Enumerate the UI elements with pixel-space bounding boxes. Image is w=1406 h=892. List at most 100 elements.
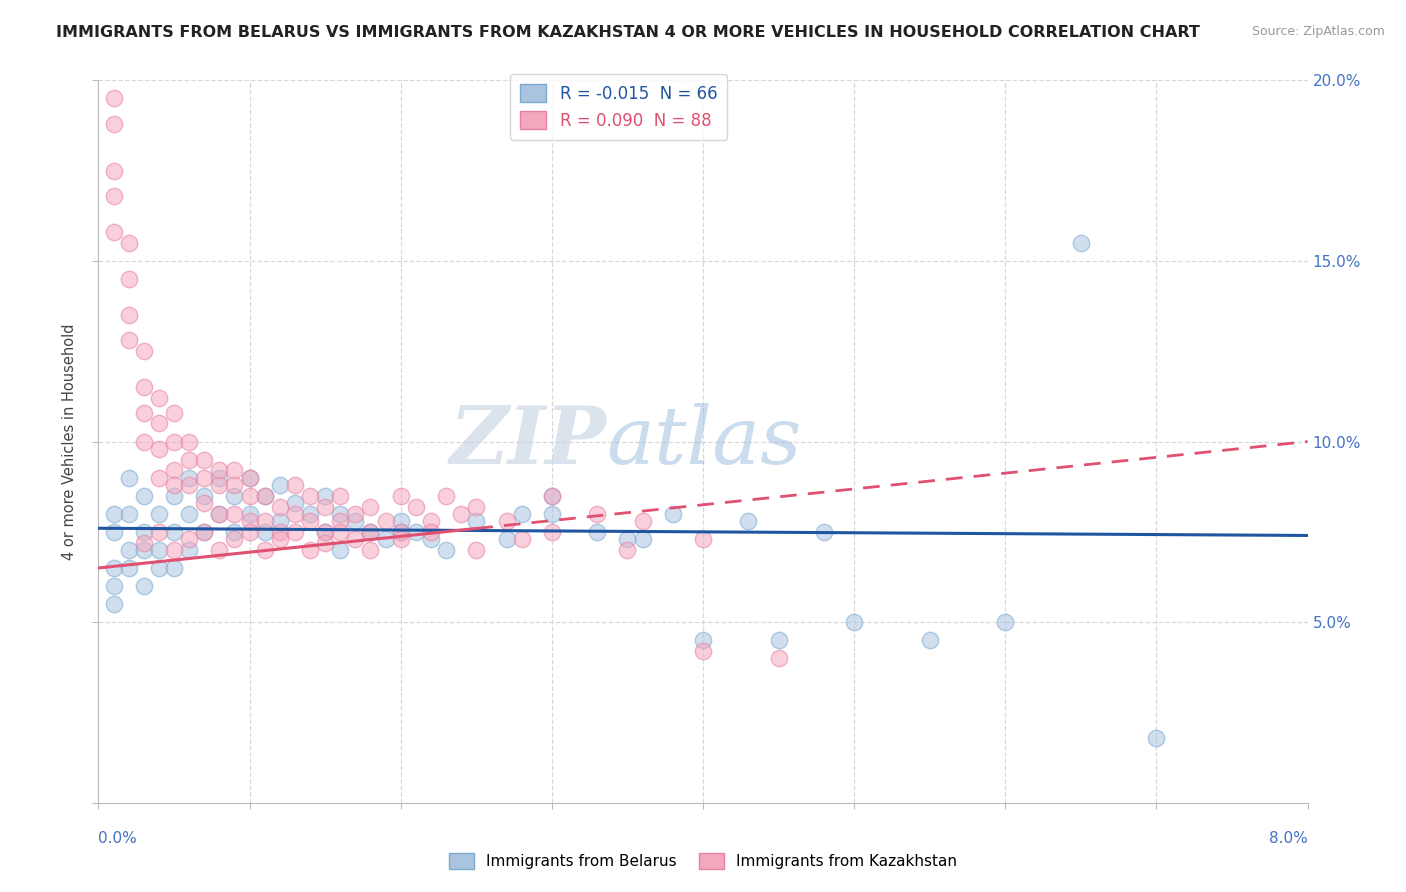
Point [465, 514, 488, 528]
Point [737, 514, 759, 528]
Point [132, 542, 155, 557]
Point [344, 507, 367, 521]
Point [631, 532, 654, 546]
Point [253, 489, 276, 503]
Point [148, 471, 170, 485]
Point [269, 478, 291, 492]
Point [118, 334, 141, 348]
Point [132, 535, 155, 549]
Point [224, 478, 246, 492]
Point [179, 434, 201, 449]
Point [329, 507, 352, 521]
Point [239, 507, 262, 521]
Point [224, 463, 246, 477]
Point [405, 500, 427, 514]
Point [163, 463, 186, 477]
Point [103, 189, 125, 203]
Point [389, 524, 412, 539]
Point [269, 514, 291, 528]
Point [239, 471, 262, 485]
Point [314, 524, 336, 539]
Point [208, 471, 231, 485]
Point [284, 507, 307, 521]
Point [132, 434, 155, 449]
Point [994, 615, 1017, 630]
Point [253, 514, 276, 528]
Point [284, 524, 307, 539]
Point [163, 489, 186, 503]
Point [163, 524, 186, 539]
Text: 0.0%: 0.0% [98, 830, 138, 846]
Point [314, 489, 336, 503]
Point [132, 524, 155, 539]
Legend: Immigrants from Belarus, Immigrants from Kazakhstan: Immigrants from Belarus, Immigrants from… [443, 847, 963, 875]
Point [148, 391, 170, 405]
Point [193, 524, 215, 539]
Point [813, 524, 835, 539]
Point [692, 644, 714, 658]
Point [208, 542, 231, 557]
Point [631, 514, 654, 528]
Point [118, 272, 141, 286]
Point [661, 507, 683, 521]
Point [450, 507, 472, 521]
Point [299, 489, 322, 503]
Point [420, 524, 443, 539]
Point [239, 471, 262, 485]
Point [374, 514, 396, 528]
Y-axis label: 4 or more Vehicles in Household: 4 or more Vehicles in Household [62, 323, 77, 560]
Point [299, 542, 322, 557]
Point [224, 532, 246, 546]
Point [253, 524, 276, 539]
Point [465, 500, 488, 514]
Point [208, 463, 231, 477]
Point [148, 442, 170, 456]
Point [208, 478, 231, 492]
Point [465, 542, 488, 557]
Point [768, 633, 790, 648]
Point [329, 489, 352, 503]
Point [148, 561, 170, 575]
Point [269, 532, 291, 546]
Point [103, 561, 125, 575]
Point [299, 514, 322, 528]
Point [540, 489, 562, 503]
Point [844, 615, 866, 630]
Point [103, 524, 125, 539]
Point [208, 507, 231, 521]
Point [239, 514, 262, 528]
Point [103, 579, 125, 593]
Point [360, 500, 382, 514]
Point [103, 91, 125, 105]
Point [118, 235, 141, 250]
Point [179, 471, 201, 485]
Point [329, 514, 352, 528]
Point [420, 514, 443, 528]
Point [434, 489, 457, 503]
Point [314, 535, 336, 549]
Point [269, 500, 291, 514]
Point [269, 524, 291, 539]
Point [540, 507, 562, 521]
Text: IMMIGRANTS FROM BELARUS VS IMMIGRANTS FROM KAZAKHSTAN 4 OR MORE VEHICLES IN HOUS: IMMIGRANTS FROM BELARUS VS IMMIGRANTS FR… [56, 25, 1201, 40]
Point [118, 308, 141, 322]
Point [148, 524, 170, 539]
Point [118, 542, 141, 557]
Point [540, 489, 562, 503]
Point [224, 524, 246, 539]
Point [314, 524, 336, 539]
Point [103, 225, 125, 239]
Point [118, 561, 141, 575]
Point [179, 542, 201, 557]
Point [163, 406, 186, 420]
Point [179, 452, 201, 467]
Point [118, 471, 141, 485]
Point [148, 417, 170, 431]
Point [586, 524, 609, 539]
Point [148, 542, 170, 557]
Point [495, 532, 517, 546]
Point [329, 542, 352, 557]
Point [616, 542, 638, 557]
Point [495, 514, 517, 528]
Text: 8.0%: 8.0% [1268, 830, 1308, 846]
